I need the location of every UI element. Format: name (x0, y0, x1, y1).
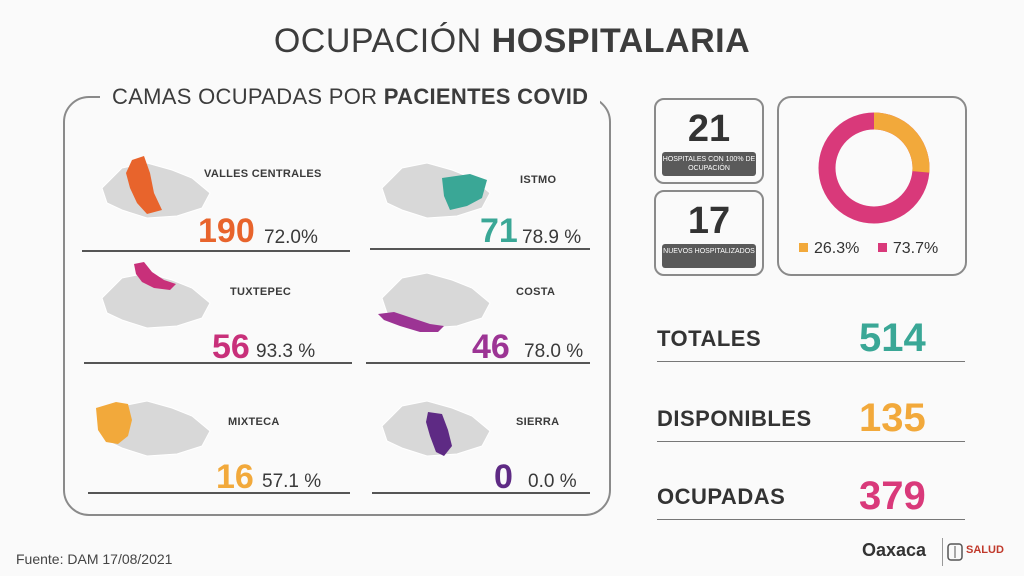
totals-row: TOTALES 514 (657, 316, 965, 362)
stat-value: 21 (687, 108, 731, 150)
occupied-label: OCUPADAS (657, 484, 786, 509)
occupancy-donut-card: 26.3% 73.7% (777, 96, 967, 276)
divider (657, 361, 965, 362)
region-costa: COSTA 46 78.0 % (360, 258, 632, 366)
region-name: ISTMO (520, 174, 557, 186)
divider (366, 362, 590, 364)
region-value: 16 (216, 458, 254, 496)
region-name: VALLES CENTRALES (204, 168, 322, 180)
divider (372, 492, 590, 494)
region-percent: 57.1 % (262, 471, 322, 492)
legend-swatch-available (799, 243, 808, 252)
region-value: 46 (472, 328, 510, 366)
panel-title-bold: PACIENTES COVID (383, 84, 589, 109)
stat-caption: NUEVOS HOSPITALIZADOS (662, 244, 756, 268)
region-name: TUXTEPEC (230, 286, 292, 298)
panel-title: CAMAS OCUPADAS POR PACIENTES COVID (100, 84, 601, 110)
region-name: SIERRA (516, 416, 560, 428)
region-percent: 78.0 % (524, 341, 584, 362)
donut-legend: 26.3% 73.7% (799, 240, 938, 258)
legend-label-occupied: 73.7% (892, 240, 939, 257)
region-percent: 0.0 % (528, 471, 577, 492)
title-light: OCUPACIÓN (273, 22, 482, 60)
oaxaca-map-icon (381, 162, 491, 219)
region-value: 0 (494, 458, 513, 496)
available-row: DISPONIBLES 135 (657, 396, 965, 442)
region-value: 190 (198, 212, 255, 250)
divider (88, 492, 350, 494)
oaxaca-map-icon (381, 400, 491, 457)
hospitals-full-card: 21 HOSPITALES CON 100% DE OCUPACIÓN (654, 98, 764, 184)
panel-title-light: CAMAS OCUPADAS POR (112, 84, 378, 109)
footer-logos: Oaxaca SALUD (862, 536, 1012, 568)
available-value: 135 (859, 396, 926, 440)
oaxaca-map-icon (101, 156, 211, 219)
salud-logo: SALUD (966, 544, 1004, 556)
region-valles-centrales: VALLES CENTRALES 190 72.0% (80, 148, 352, 256)
divider (84, 362, 352, 364)
region-istmo: ISTMO 71 78.9 % (360, 148, 632, 256)
logo-separator (942, 538, 943, 566)
region-value: 56 (212, 328, 250, 366)
region-percent: 93.3 % (256, 341, 316, 362)
page-title: OCUPACIÓN HOSPITALARIA (0, 22, 1024, 61)
region-value: 71 (480, 212, 518, 250)
region-tuxtepec: TUXTEPEC 56 93.3 % (80, 258, 352, 366)
region-name: MIXTECA (228, 416, 280, 428)
oaxaca-logo: Oaxaca (862, 540, 927, 560)
region-mixteca: MIXTECA 16 57.1 % (80, 386, 352, 494)
region-percent: 72.0% (264, 227, 318, 248)
source-note: Fuente: DAM 17/08/2021 (16, 551, 173, 567)
divider (657, 519, 965, 520)
legend-label-available: 26.3% (814, 240, 860, 257)
donut-segment-available (818, 112, 930, 224)
oaxaca-map-icon (378, 272, 491, 332)
divider (370, 248, 590, 250)
stat-value: 17 (687, 200, 731, 242)
occupied-row: OCUPADAS 379 (657, 474, 965, 520)
region-percent: 78.9 % (522, 227, 582, 248)
oaxaca-map-icon (96, 400, 211, 457)
region-sierra: SIERRA 0 0.0 % (360, 386, 632, 494)
divider (82, 250, 350, 252)
oaxaca-map-icon (101, 262, 211, 329)
divider (657, 441, 965, 442)
available-label: DISPONIBLES (657, 406, 812, 431)
totals-label: TOTALES (657, 326, 762, 351)
stat-caption: HOSPITALES CON 100% DE OCUPACIÓN (662, 152, 756, 176)
new-hospitalized-card: 17 NUEVOS HOSPITALIZADOS (654, 190, 764, 276)
occupancy-donut-chart (818, 112, 930, 224)
state-seal-icon (947, 543, 963, 561)
occupied-value: 379 (859, 474, 926, 518)
region-name: COSTA (516, 286, 556, 298)
totals-value: 514 (859, 316, 926, 360)
legend-swatch-occupied (877, 243, 887, 252)
title-bold: HOSPITALARIA (491, 22, 751, 60)
